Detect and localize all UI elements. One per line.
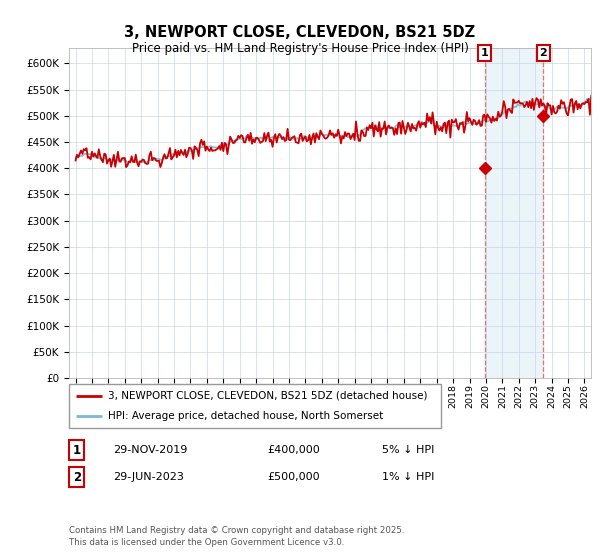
Text: Contains HM Land Registry data © Crown copyright and database right 2025.
This d: Contains HM Land Registry data © Crown c… <box>69 526 404 547</box>
Text: 2: 2 <box>539 48 547 58</box>
Text: 3, NEWPORT CLOSE, CLEVEDON, BS21 5DZ (detached house): 3, NEWPORT CLOSE, CLEVEDON, BS21 5DZ (de… <box>108 391 428 401</box>
FancyBboxPatch shape <box>69 384 441 428</box>
Text: £500,000: £500,000 <box>268 472 320 482</box>
Text: 1: 1 <box>73 444 81 456</box>
Text: 29-JUN-2023: 29-JUN-2023 <box>113 472 184 482</box>
Text: 2: 2 <box>73 470 81 483</box>
Bar <box>485 48 544 378</box>
Text: 5% ↓ HPI: 5% ↓ HPI <box>382 445 434 455</box>
Text: 1: 1 <box>481 48 488 58</box>
Text: HPI: Average price, detached house, North Somerset: HPI: Average price, detached house, Nort… <box>108 411 383 421</box>
Text: £400,000: £400,000 <box>268 445 320 455</box>
Text: 29-NOV-2019: 29-NOV-2019 <box>113 445 188 455</box>
Text: Price paid vs. HM Land Registry's House Price Index (HPI): Price paid vs. HM Land Registry's House … <box>131 42 469 55</box>
Text: 3, NEWPORT CLOSE, CLEVEDON, BS21 5DZ: 3, NEWPORT CLOSE, CLEVEDON, BS21 5DZ <box>124 25 476 40</box>
Text: 1% ↓ HPI: 1% ↓ HPI <box>382 472 434 482</box>
